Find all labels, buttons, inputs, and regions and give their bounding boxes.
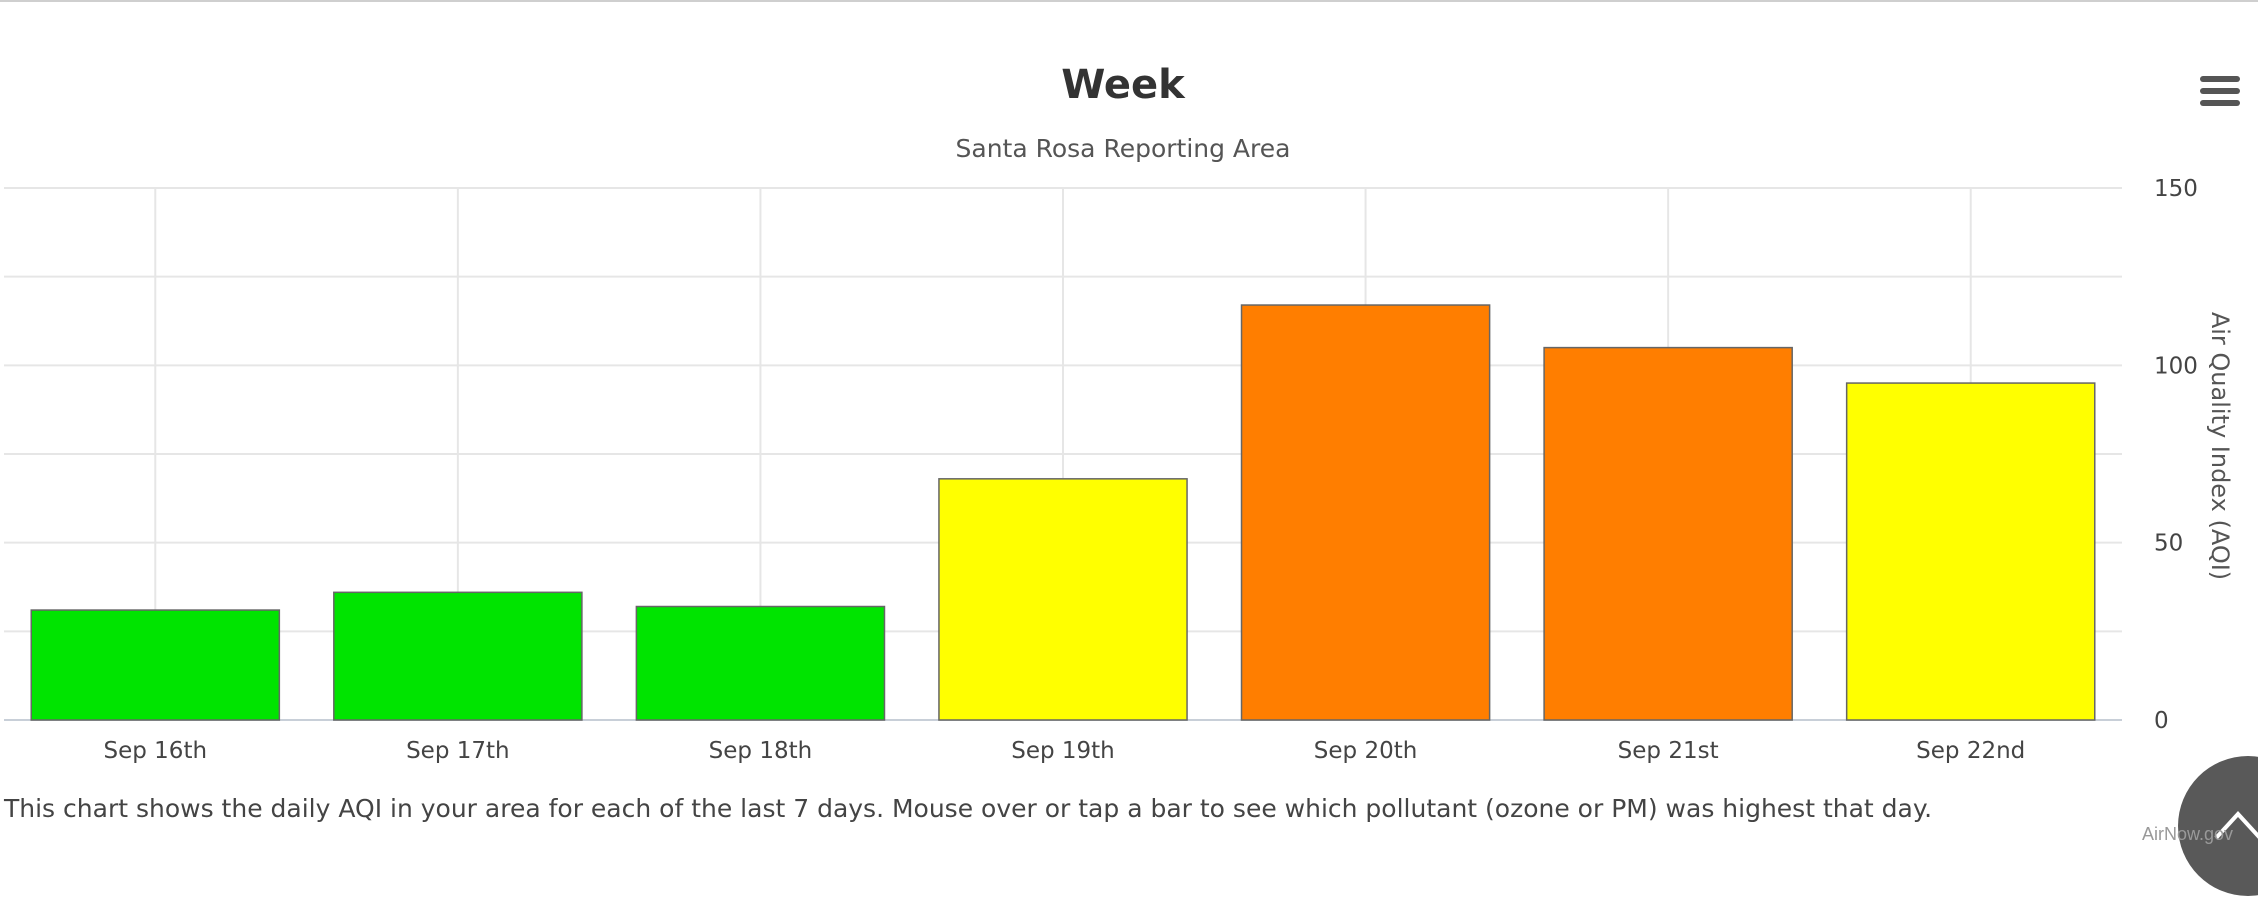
chart-title: Week [1061,62,1185,108]
top-border [0,0,2258,2]
x-tick-label: Sep 20th [1314,738,1418,764]
bar-sep-16th[interactable] [30,609,281,721]
chart-subtitle: Santa Rosa Reporting Area [955,134,1291,163]
x-tick-label: Sep 17th [406,738,510,764]
chart-caption: This chart shows the daily AQI in your a… [4,794,1933,823]
y-tick-label: 150 [2154,176,2198,202]
x-tick-label: Sep 19th [1011,738,1115,764]
aqi-bar-chart: Sep 16th Sep 17th Sep 18th Sep 19th Sep 20th… [4,176,2234,764]
bar-sep-17th[interactable] [333,591,583,721]
bar-sep-21st[interactable] [1543,346,1793,721]
y-tick-label: 0 [2154,708,2169,734]
x-tick-label: Sep 16th [104,738,208,764]
y-tick-label: 100 [2154,353,2198,379]
y-axis-title: Air Quality Index (AQI) [2206,312,2234,580]
bar-sep-18th[interactable] [635,605,886,721]
chevron-up-icon [2214,811,2258,840]
bar-sep-19th[interactable] [938,478,1188,721]
bar-sep-22nd[interactable] [1845,382,2096,721]
x-tick-label: Sep 22nd [1916,738,2025,764]
credit-link[interactable]: AirNow.gov [2142,824,2234,844]
bar-sep-20th[interactable] [1240,304,1491,721]
hamburger-menu-icon[interactable] [2200,76,2240,112]
x-tick-label: Sep 21st [1618,738,1719,764]
x-tick-label: Sep 18th [709,738,813,764]
y-tick-label: 50 [2154,531,2183,557]
